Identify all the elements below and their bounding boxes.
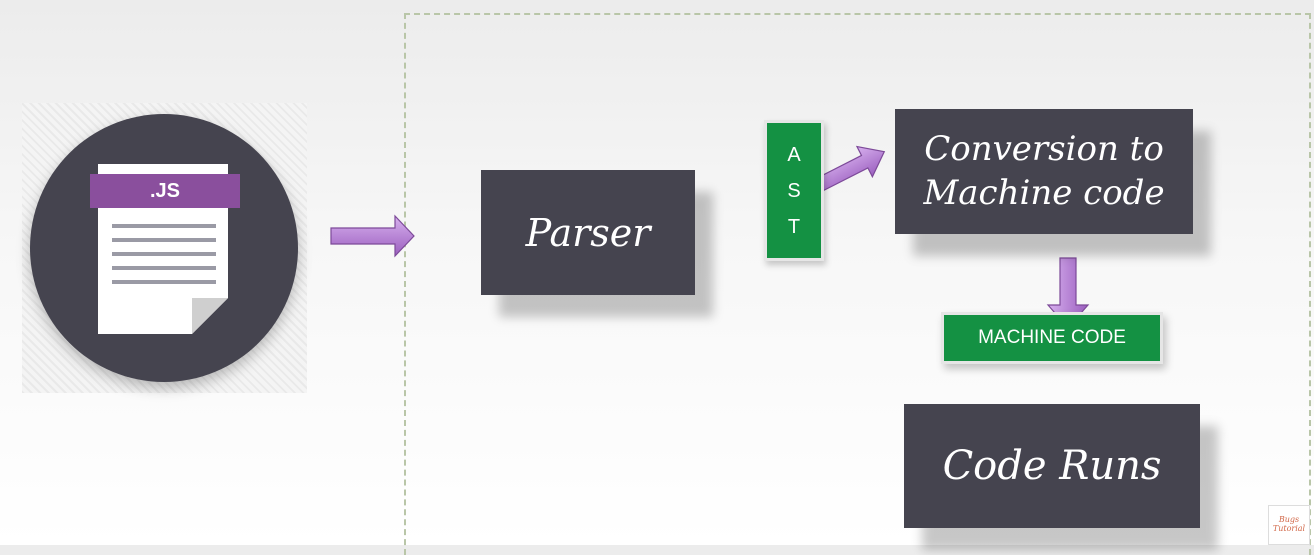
conversion-box: Conversion to Machine code [895,109,1193,234]
machine-code-label: MACHINE CODE [978,327,1126,348]
js-file-icon [90,164,240,334]
ast-box: A S T [764,120,824,261]
arrow-ast-to-conversion [809,145,886,196]
machine-code-box: MACHINE CODE [941,312,1163,364]
js-file-label: .JS [149,179,181,202]
conversion-label-line1: Conversion to [924,128,1164,169]
code-runs-box: Code Runs [904,404,1200,528]
code-runs-label: Code Runs [942,443,1162,489]
parser-box: Parser [481,170,695,295]
parser-label: Parser [525,210,651,255]
watermark-line2: Tutorial [1272,524,1306,533]
engine-frame [404,13,1311,555]
arrow-js-to-engine [330,214,415,258]
channel-watermark-logo: Bugs Tutorial [1268,505,1310,545]
conversion-label-line2: Machine code [923,172,1165,213]
ast-letter: A [787,143,801,166]
watermark-line1: Bugs [1278,515,1300,525]
ast-letter: T [787,215,801,238]
ast-letter: S [787,179,801,202]
